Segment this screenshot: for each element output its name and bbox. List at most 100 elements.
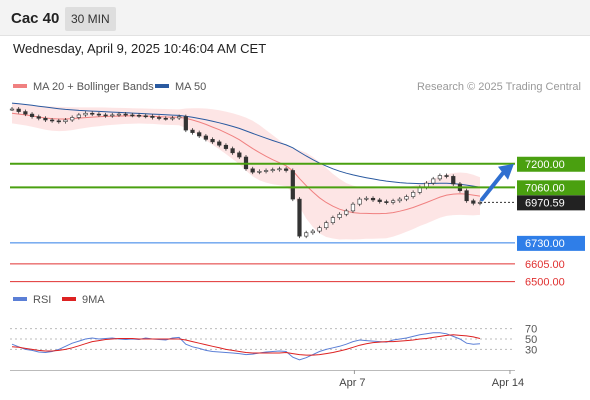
candle: [217, 141, 222, 146]
candle: [257, 171, 262, 173]
candle: [404, 196, 409, 200]
forecast-arrow-shaft: [480, 169, 506, 202]
candle: [130, 114, 135, 117]
candle: [464, 190, 469, 202]
legend-label-rsi: RSI: [33, 294, 51, 306]
timeframe-badge[interactable]: 30 MIN: [65, 7, 116, 31]
candle: [297, 198, 302, 237]
candle: [277, 168, 282, 171]
candle: [384, 201, 389, 203]
candle: [284, 168, 289, 171]
level-tag-2: [517, 235, 585, 251]
candle: [370, 197, 376, 201]
candle: [103, 114, 108, 117]
candle: [136, 114, 142, 117]
candle: [471, 200, 476, 204]
candle: [230, 148, 235, 154]
candle: [96, 113, 102, 116]
candle: [451, 176, 456, 185]
x-tick-1: Apr 14: [492, 377, 524, 389]
candle: [143, 115, 148, 118]
candle: [50, 119, 55, 122]
candle: [56, 120, 61, 123]
chart-datetime: Wednesday, April 9, 2025 10:46:04 AM CET: [13, 41, 267, 56]
candle: [29, 113, 35, 117]
candle: [156, 117, 162, 119]
legend-label-9ma: 9MA: [82, 294, 105, 306]
rsi-tick-0: 70: [525, 324, 537, 336]
x-tick-0: Apr 7: [339, 377, 365, 389]
candle: [163, 118, 168, 120]
candle: [23, 111, 28, 115]
current-price-label: 6970.59: [525, 197, 565, 209]
candle: [83, 112, 88, 116]
candle: [344, 210, 349, 215]
candle: [317, 227, 322, 232]
level-label-4: 6500.00: [525, 277, 565, 289]
level-tag-0: [517, 156, 585, 172]
instrument-title: Cac 40: [11, 10, 60, 27]
candle: [90, 112, 95, 115]
credit-text: Research © 2025 Trading Central: [417, 81, 581, 93]
candle: [76, 114, 81, 118]
current-price-tag: [517, 195, 585, 211]
candle: [270, 169, 275, 171]
candle: [16, 108, 21, 112]
candle: [183, 116, 188, 131]
candle: [190, 129, 195, 133]
candle: [390, 200, 396, 203]
level-label-2: 6730.00: [525, 238, 565, 250]
level-tag-1: [517, 180, 585, 196]
candle: [411, 192, 416, 197]
candle: [357, 198, 362, 205]
rsi-9ma-line: [11, 334, 481, 356]
legend-swatch-ma20: [13, 84, 27, 88]
rsi-tick-2: 30: [525, 344, 537, 356]
legend-swatch-rsi: [13, 297, 27, 301]
candle: [290, 170, 295, 200]
level-label-0: 7200.00: [525, 159, 565, 171]
candle: [377, 199, 382, 202]
header-bar: Cac 40 30 MIN: [0, 0, 590, 36]
candle: [170, 117, 175, 120]
candle: [197, 132, 202, 137]
candle: [324, 222, 329, 229]
candle: [70, 117, 75, 121]
candle: [116, 113, 122, 116]
level-label-3: 6605.00: [525, 259, 565, 271]
candle: [431, 178, 436, 184]
candle: [437, 175, 442, 180]
candle: [63, 119, 68, 122]
candle: [150, 115, 155, 118]
candle: [250, 168, 255, 173]
candle: [9, 108, 15, 111]
rsi-line: [11, 332, 481, 361]
legend-swatch-ma50: [155, 84, 169, 88]
legend-label-ma20: MA 20 + Bollinger Bands: [33, 81, 154, 93]
candle: [330, 217, 336, 223]
level-label-1: 7060.00: [525, 182, 565, 194]
legend-label-ma50: MA 50: [175, 81, 206, 93]
candle: [43, 118, 48, 121]
forecast-arrow-head: [498, 163, 514, 180]
candle: [350, 203, 356, 212]
candle: [364, 197, 369, 200]
candle: [123, 113, 128, 116]
candle: [444, 175, 449, 177]
candle: [210, 139, 215, 143]
candle: [36, 116, 41, 119]
candle: [203, 135, 208, 140]
ma50-line: [11, 102, 481, 188]
candle: [310, 230, 315, 234]
candle: [237, 152, 242, 158]
candle: [304, 232, 309, 237]
candle: [223, 144, 229, 149]
candle: [177, 116, 182, 119]
x-axis-line: [10, 370, 515, 371]
rsi-tick-1: 50: [525, 334, 537, 346]
bollinger-band: [12, 103, 480, 240]
ma20-line: [11, 112, 481, 215]
candle: [397, 198, 402, 202]
candle: [337, 213, 342, 218]
